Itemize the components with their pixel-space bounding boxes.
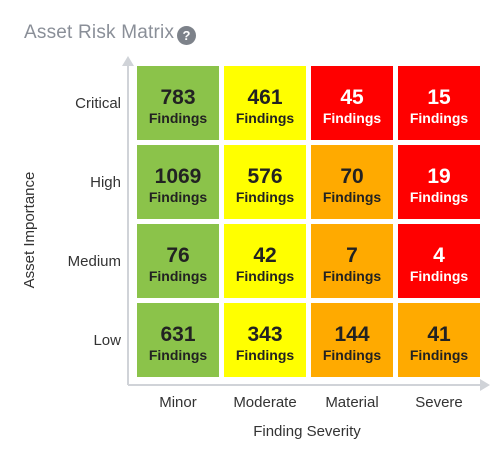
y-tick-label: High bbox=[90, 174, 121, 191]
cell-unit-label: Findings bbox=[323, 268, 382, 284]
y-axis-title: Asset Importance bbox=[21, 172, 38, 289]
x-axis-arrow bbox=[480, 379, 490, 391]
cell-unit-label: Findings bbox=[410, 189, 469, 205]
cell-count: 144 bbox=[334, 323, 369, 346]
matrix-cell-high-severe[interactable] bbox=[398, 145, 480, 219]
cell-count: 70 bbox=[340, 165, 363, 188]
x-tick-label: Moderate bbox=[233, 394, 296, 411]
matrix-cell-medium-moderate[interactable] bbox=[224, 224, 306, 298]
x-tick-label: Material bbox=[325, 394, 378, 411]
cell-unit-label: Findings bbox=[323, 110, 382, 126]
matrix-cell-high-moderate[interactable] bbox=[224, 145, 306, 219]
y-tick-label: Medium bbox=[68, 253, 121, 270]
cell-unit-label: Findings bbox=[236, 268, 295, 284]
x-axis-title: Finding Severity bbox=[253, 423, 361, 440]
cell-count: 783 bbox=[160, 86, 195, 109]
cell-unit-label: Findings bbox=[149, 110, 208, 126]
cell-unit-label: Findings bbox=[149, 268, 208, 284]
cell-unit-label: Findings bbox=[149, 189, 208, 205]
cell-count: 461 bbox=[247, 86, 282, 109]
cell-count: 343 bbox=[247, 323, 282, 346]
cell-unit-label: Findings bbox=[410, 347, 469, 363]
cell-unit-label: Findings bbox=[236, 110, 295, 126]
matrix-cell-critical-moderate[interactable] bbox=[224, 66, 306, 140]
cell-count: 7 bbox=[346, 244, 358, 267]
cell-unit-label: Findings bbox=[410, 110, 469, 126]
matrix-cell-critical-material[interactable] bbox=[311, 66, 393, 140]
matrix-cell-low-severe[interactable] bbox=[398, 303, 480, 377]
cell-count: 1069 bbox=[155, 165, 202, 188]
question-circle-icon[interactable]: ? bbox=[177, 26, 196, 45]
cell-unit-label: Findings bbox=[149, 347, 208, 363]
matrix-cell-high-material[interactable] bbox=[311, 145, 393, 219]
cell-count: 45 bbox=[340, 86, 364, 109]
cell-unit-label: Findings bbox=[323, 189, 382, 205]
matrix-cell-low-material[interactable] bbox=[311, 303, 393, 377]
matrix-cell-low-minor[interactable] bbox=[137, 303, 219, 377]
matrix-cell-critical-severe[interactable] bbox=[398, 66, 480, 140]
cell-count: 41 bbox=[427, 323, 451, 346]
cell-count: 76 bbox=[166, 244, 189, 267]
cell-unit-label: Findings bbox=[236, 347, 295, 363]
cell-unit-label: Findings bbox=[236, 189, 295, 205]
y-axis-arrow bbox=[122, 56, 134, 66]
cell-count: 19 bbox=[427, 165, 450, 188]
cell-count: 631 bbox=[160, 323, 195, 346]
matrix-cell-low-moderate[interactable] bbox=[224, 303, 306, 377]
x-tick-label: Severe bbox=[415, 394, 463, 411]
y-tick-label: Low bbox=[93, 332, 121, 349]
cell-count: 42 bbox=[253, 244, 276, 267]
y-tick-label: Critical bbox=[75, 95, 121, 112]
matrix-cell-medium-severe[interactable] bbox=[398, 224, 480, 298]
matrix-cell-critical-minor[interactable] bbox=[137, 66, 219, 140]
cell-count: 4 bbox=[433, 244, 445, 267]
matrix-cell-medium-minor[interactable] bbox=[137, 224, 219, 298]
chart-title: Asset Risk Matrix bbox=[24, 22, 175, 43]
cell-unit-label: Findings bbox=[323, 347, 382, 363]
x-tick-label: Minor bbox=[159, 394, 197, 411]
matrix-cell-high-minor[interactable] bbox=[137, 145, 219, 219]
matrix-cell-medium-material[interactable] bbox=[311, 224, 393, 298]
cell-count: 15 bbox=[427, 86, 451, 109]
cell-unit-label: Findings bbox=[410, 268, 469, 284]
cell-count: 576 bbox=[247, 165, 282, 188]
